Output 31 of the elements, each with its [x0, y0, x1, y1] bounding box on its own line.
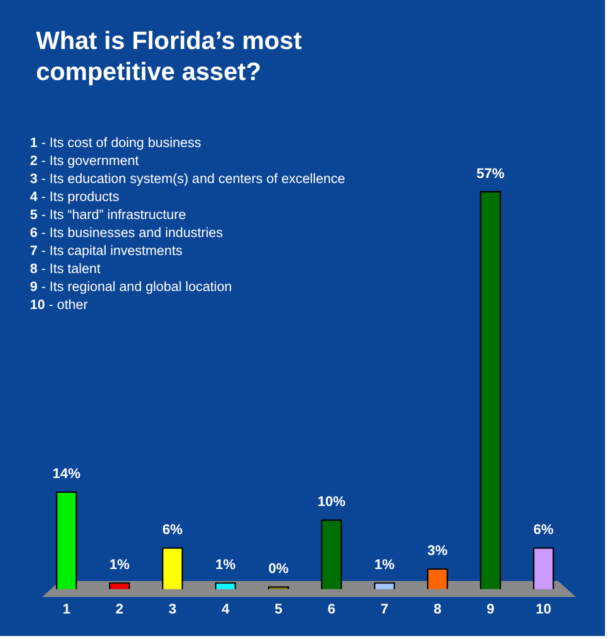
data-label: 1%	[109, 556, 130, 572]
x-tick-label: 3	[168, 600, 177, 616]
x-tick-label: 8	[434, 600, 442, 616]
annotation: 6 - Its businesses and industries	[30, 224, 224, 242]
annotation: 7 - Its capital investments	[30, 242, 184, 260]
data-label: 10%	[317, 493, 346, 510]
annotation: 9 - Its regional and global location	[30, 278, 233, 296]
data-label: 0%	[268, 560, 290, 576]
data-label: 6%	[533, 521, 554, 538]
x-tick-label: 10	[536, 600, 552, 616]
data-label: 6%	[162, 521, 184, 538]
x-tick-label: 5	[274, 600, 283, 616]
chart-title: What is Florida’s most competitive asset?	[36, 26, 303, 88]
annotation: 10 - other	[30, 296, 89, 314]
text: 3 - Its education system(s) and centers of excellence	[30, 170, 346, 188]
x-tick-label: 6	[328, 600, 336, 616]
x-tick-label: 7	[380, 600, 389, 616]
annotation: 5 - Its “hard” infrastructure	[30, 206, 188, 224]
annotation: 8 - Its talent	[30, 260, 102, 278]
x-tick-label: 4	[222, 600, 230, 616]
data-label: 14%	[52, 465, 82, 482]
x-tick-label: 2	[116, 600, 124, 616]
x-tick-label: 1	[62, 600, 71, 616]
data-label: 1%	[374, 556, 396, 572]
data-label: 1%	[215, 556, 236, 572]
data-label: 3%	[427, 542, 448, 558]
x-tick-label: 9	[486, 600, 495, 616]
data-label: 57%	[476, 164, 506, 181]
text: 2 - Its government	[30, 152, 140, 170]
text: 1 - Its cost of doing business	[30, 134, 202, 152]
annotation: 4 - Its products	[30, 188, 120, 206]
